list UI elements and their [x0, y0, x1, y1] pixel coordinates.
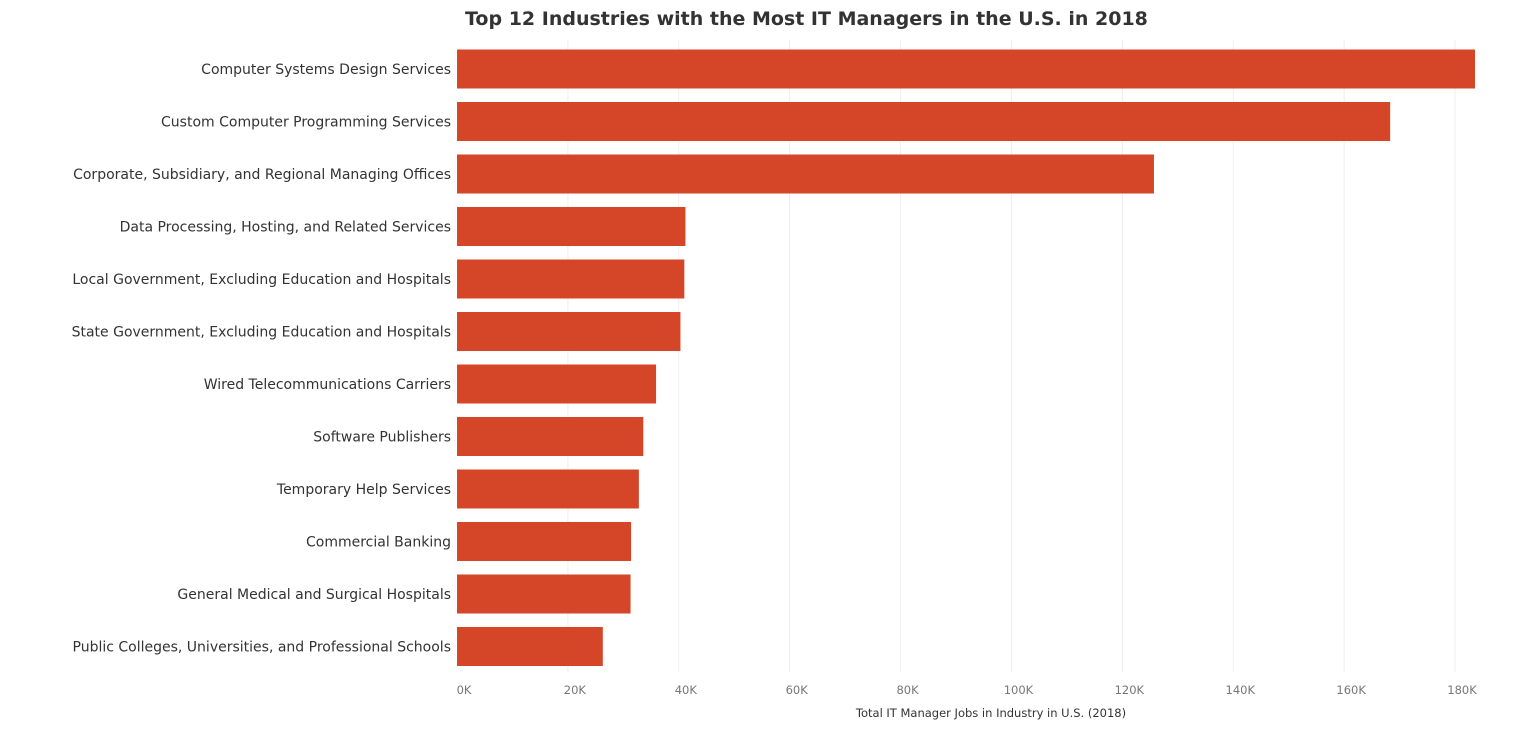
x-tick-label: 140K [1226, 683, 1256, 697]
category-label: State Government, Excluding Education an… [72, 325, 451, 341]
category-labels: Computer Systems Design Services Custom C… [72, 62, 451, 656]
x-tick-label: 160K [1336, 683, 1366, 697]
x-tick-label: 180K [1447, 683, 1477, 697]
bar[interactable] [457, 469, 639, 509]
bar[interactable] [457, 417, 644, 456]
bar[interactable] [457, 574, 631, 614]
category-label: Custom Computer Programming Services [161, 115, 451, 131]
bar[interactable] [457, 154, 1154, 194]
category-label: Software Publishers [313, 430, 451, 446]
bar[interactable] [457, 102, 1391, 141]
category-label: Commercial Banking [306, 535, 451, 551]
gridlines [567, 40, 1456, 672]
x-tick-label: 40K [675, 683, 698, 697]
category-label: Public Colleges, Universities, and Profe… [73, 640, 452, 656]
chart-title: Top 12 Industries with the Most IT Manag… [465, 8, 1148, 30]
bar[interactable] [457, 364, 657, 404]
category-label: Corporate, Subsidiary, and Regional Mana… [73, 167, 451, 183]
bar[interactable] [457, 627, 603, 666]
x-tick-label: 100K [1004, 683, 1034, 697]
category-label: Temporary Help Services [276, 482, 451, 498]
bar[interactable] [457, 49, 1475, 89]
category-label: General Medical and Surgical Hospitals [177, 587, 451, 603]
category-label: Computer Systems Design Services [201, 62, 451, 78]
bar[interactable] [457, 522, 632, 561]
category-label: Data Processing, Hosting, and Related Se… [120, 220, 451, 236]
x-tick-label: 20K [564, 683, 587, 697]
bar[interactable] [457, 259, 685, 299]
x-tick-label: 0K [457, 683, 472, 697]
x-tick-label: 60K [786, 683, 809, 697]
x-axis-ticks: 0K 20K 40K 60K 80K 100K 120K 140K 160K 180K [457, 683, 1478, 697]
bars [457, 49, 1475, 666]
bar[interactable] [457, 207, 686, 246]
x-tick-label: 120K [1115, 683, 1145, 697]
category-label: Wired Telecommunications Carriers [204, 377, 451, 393]
x-axis-title: Total IT Manager Jobs in Industry in U.S… [855, 706, 1126, 720]
bar[interactable] [457, 312, 681, 351]
category-label: Local Government, Excluding Education an… [72, 272, 451, 288]
x-tick-label: 80K [896, 683, 919, 697]
